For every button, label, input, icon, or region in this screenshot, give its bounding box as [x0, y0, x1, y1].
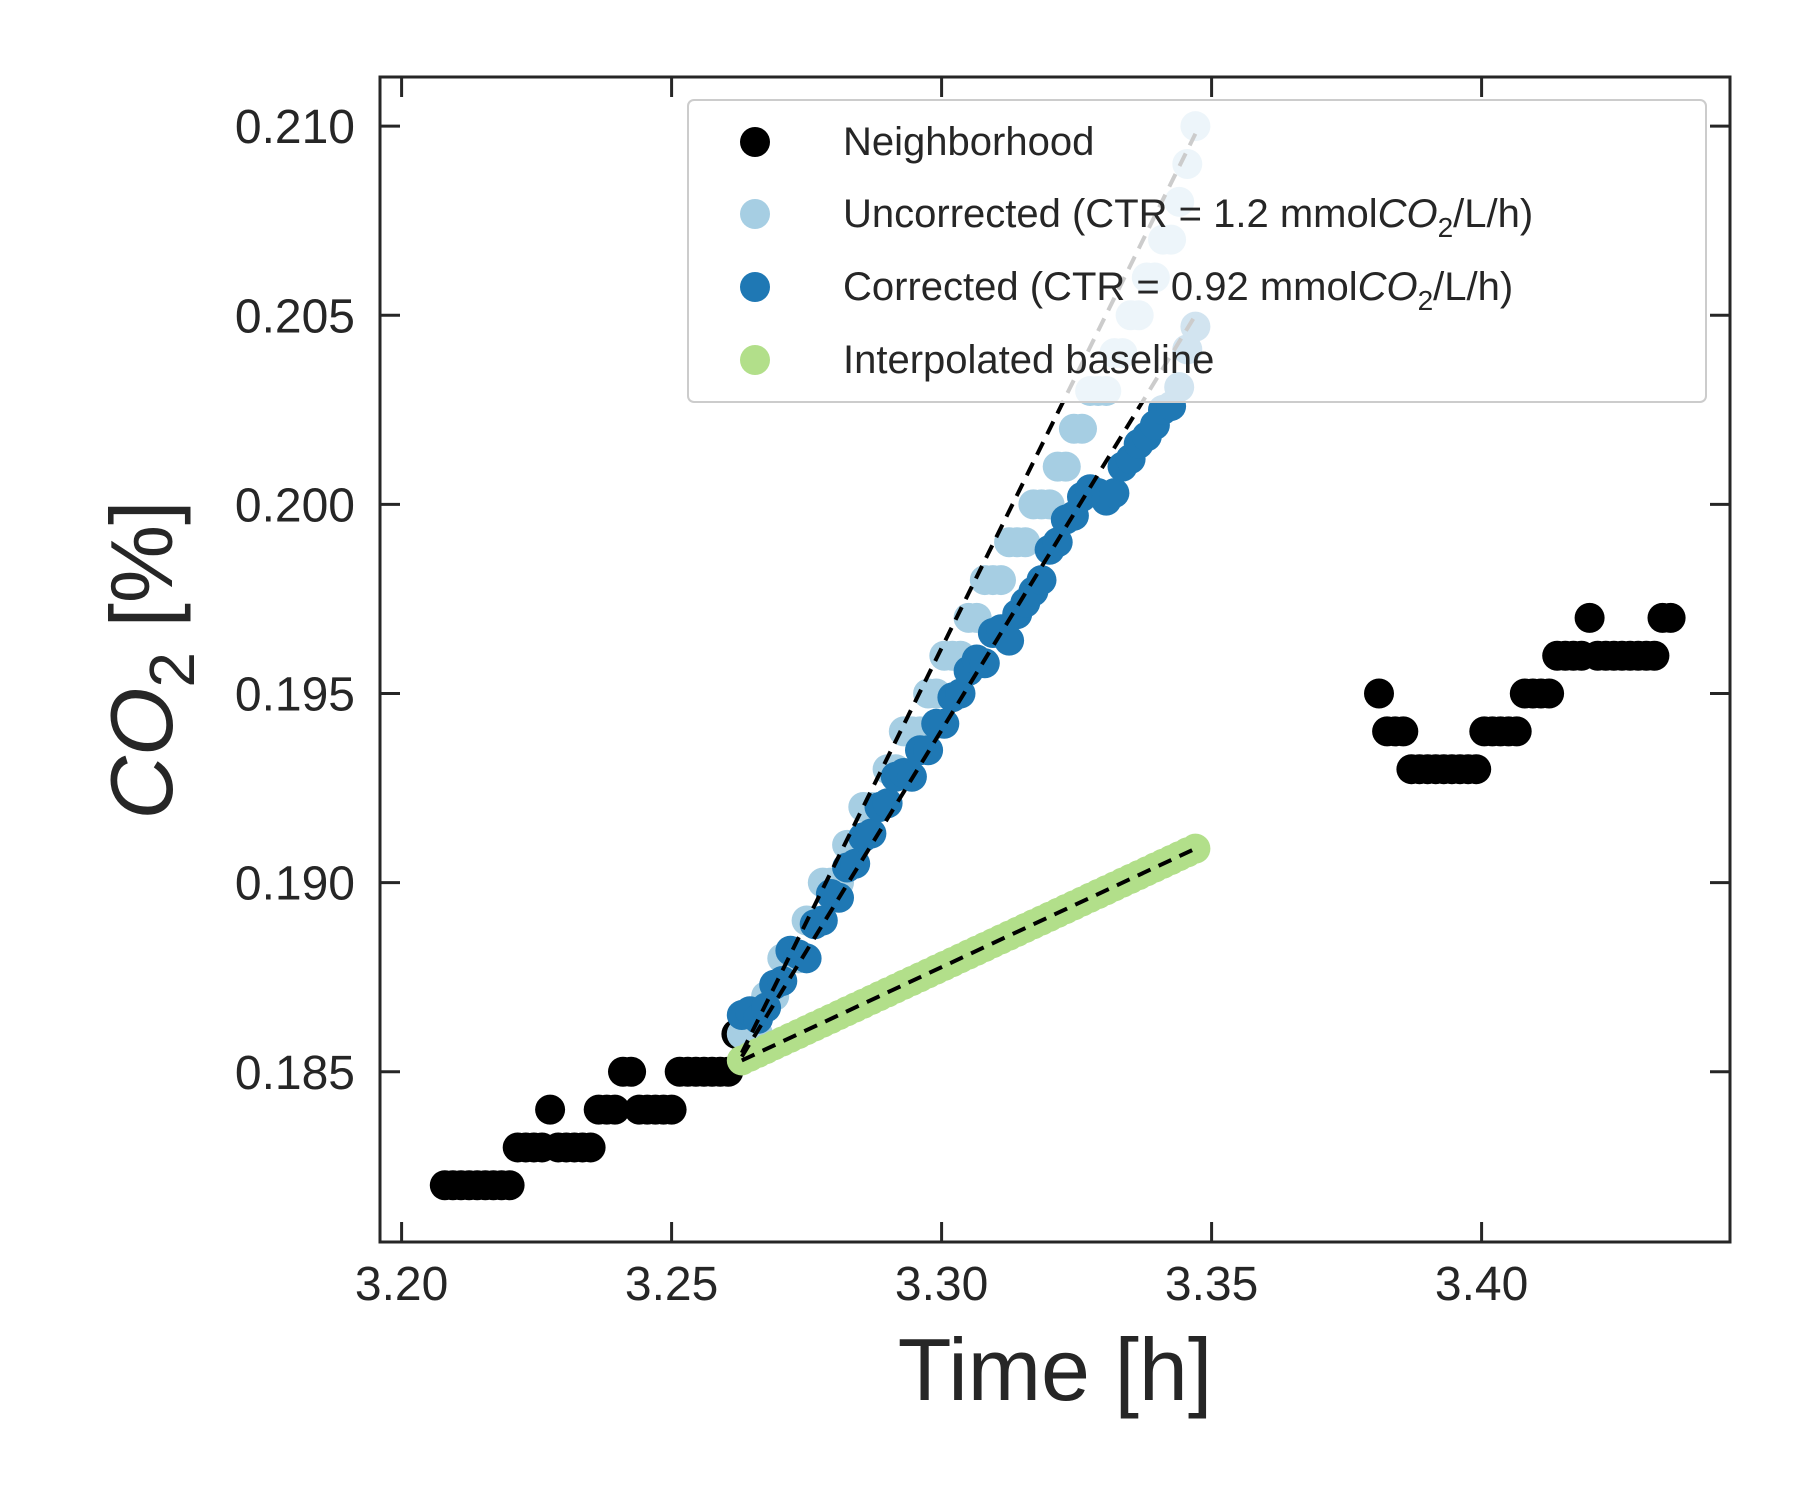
data-point — [1067, 413, 1097, 444]
x-axis-title: Time [h] — [898, 1320, 1213, 1419]
y-tick-label: 0.190 — [235, 858, 355, 911]
data-point — [1099, 478, 1130, 509]
y-axis-ticks: 0.185 0.190 0.195 0.200 0.205 0.210 — [235, 101, 1730, 1100]
data-point — [945, 678, 976, 709]
data-point — [1010, 527, 1041, 558]
plot-marks — [429, 111, 1686, 1201]
data-point — [1574, 602, 1605, 633]
data-point — [1180, 833, 1211, 864]
data-point — [1364, 678, 1394, 709]
y-axis-title: CO2 [%] — [92, 500, 208, 819]
data-point — [599, 1094, 630, 1125]
x-tick-label: 3.25 — [625, 1258, 718, 1311]
x-tick-label: 3.40 — [1435, 1258, 1528, 1311]
y-tick-label: 0.205 — [235, 290, 355, 343]
data-point — [1461, 754, 1492, 785]
data-point — [791, 943, 822, 974]
data-point — [1534, 678, 1565, 709]
legend-box — [687, 99, 1707, 403]
legend-marker-uncorrected — [740, 199, 770, 229]
data-point — [1026, 565, 1057, 596]
y-tick-label: 0.185 — [235, 1047, 355, 1100]
data-point — [872, 788, 903, 819]
y-tick-label: 0.195 — [235, 669, 355, 722]
fit-line-2 — [740, 846, 1197, 1063]
data-point — [929, 708, 960, 739]
data-point — [616, 1056, 647, 1087]
legend-label-neighborhood: Neighborhood — [843, 120, 1094, 164]
data-point — [494, 1170, 525, 1201]
data-point — [1050, 451, 1081, 482]
y-tick-label: 0.210 — [235, 101, 355, 154]
x-tick-label: 3.30 — [895, 1258, 988, 1311]
fit-line-1 — [740, 314, 1198, 1058]
plot-frame — [378, 75, 1732, 1244]
legend-marker-corrected — [740, 272, 770, 302]
data-point — [1388, 716, 1419, 747]
legend-label-corrected: Corrected (CTR = 0.92 mmolCO2/L/h) — [843, 265, 1513, 316]
legend: Neighborhood Uncorrected (CTR = 1.2 mmol… — [687, 99, 1707, 403]
data-point — [986, 565, 1016, 596]
data-point — [575, 1132, 606, 1163]
x-tick-label: 3.35 — [1165, 1258, 1258, 1311]
data-point — [1501, 716, 1532, 747]
legend-marker-baseline — [740, 345, 770, 375]
series-0 — [429, 602, 1686, 1201]
legend-label-uncorrected: Uncorrected (CTR = 1.2 mmolCO2/L/h) — [843, 192, 1533, 243]
x-axis-ticks: 3.20 3.25 3.30 3.35 3.40 — [355, 77, 1528, 1311]
data-point — [1655, 602, 1686, 633]
legend-label-baseline: Interpolated baseline — [843, 338, 1214, 382]
legend-marker-neighborhood — [740, 127, 770, 157]
data-point — [1639, 640, 1670, 671]
data-point — [656, 1094, 687, 1125]
x-tick-label: 3.20 — [355, 1258, 448, 1311]
data-point — [535, 1094, 566, 1125]
y-tick-label: 0.200 — [235, 479, 355, 532]
data-point — [856, 818, 887, 849]
